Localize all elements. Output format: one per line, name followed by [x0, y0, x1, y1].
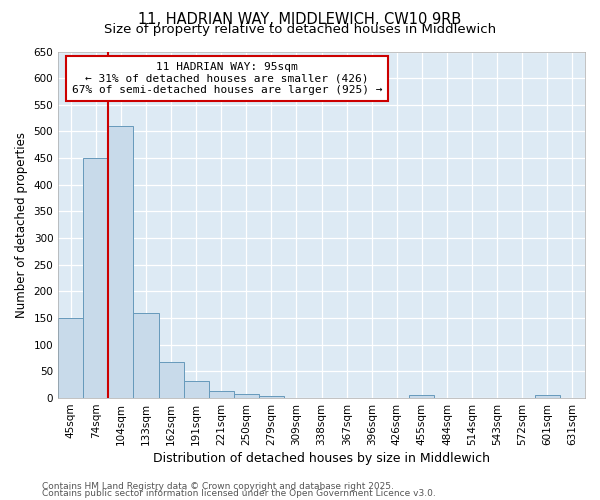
- Bar: [409, 396, 434, 398]
- Bar: [234, 394, 259, 398]
- Text: Contains public sector information licensed under the Open Government Licence v3: Contains public sector information licen…: [42, 490, 436, 498]
- Bar: [133, 313, 158, 398]
- Bar: [158, 362, 184, 398]
- Bar: [259, 396, 284, 398]
- Bar: [184, 381, 209, 398]
- Text: Size of property relative to detached houses in Middlewich: Size of property relative to detached ho…: [104, 22, 496, 36]
- Text: 11, HADRIAN WAY, MIDDLEWICH, CW10 9RB: 11, HADRIAN WAY, MIDDLEWICH, CW10 9RB: [139, 12, 461, 28]
- Bar: [535, 396, 560, 398]
- Bar: [83, 158, 109, 398]
- Bar: [58, 318, 83, 398]
- Text: Contains HM Land Registry data © Crown copyright and database right 2025.: Contains HM Land Registry data © Crown c…: [42, 482, 394, 491]
- Bar: [109, 126, 133, 398]
- Bar: [209, 391, 234, 398]
- Y-axis label: Number of detached properties: Number of detached properties: [15, 132, 28, 318]
- X-axis label: Distribution of detached houses by size in Middlewich: Distribution of detached houses by size …: [153, 452, 490, 465]
- Text: 11 HADRIAN WAY: 95sqm
← 31% of detached houses are smaller (426)
67% of semi-det: 11 HADRIAN WAY: 95sqm ← 31% of detached …: [71, 62, 382, 95]
